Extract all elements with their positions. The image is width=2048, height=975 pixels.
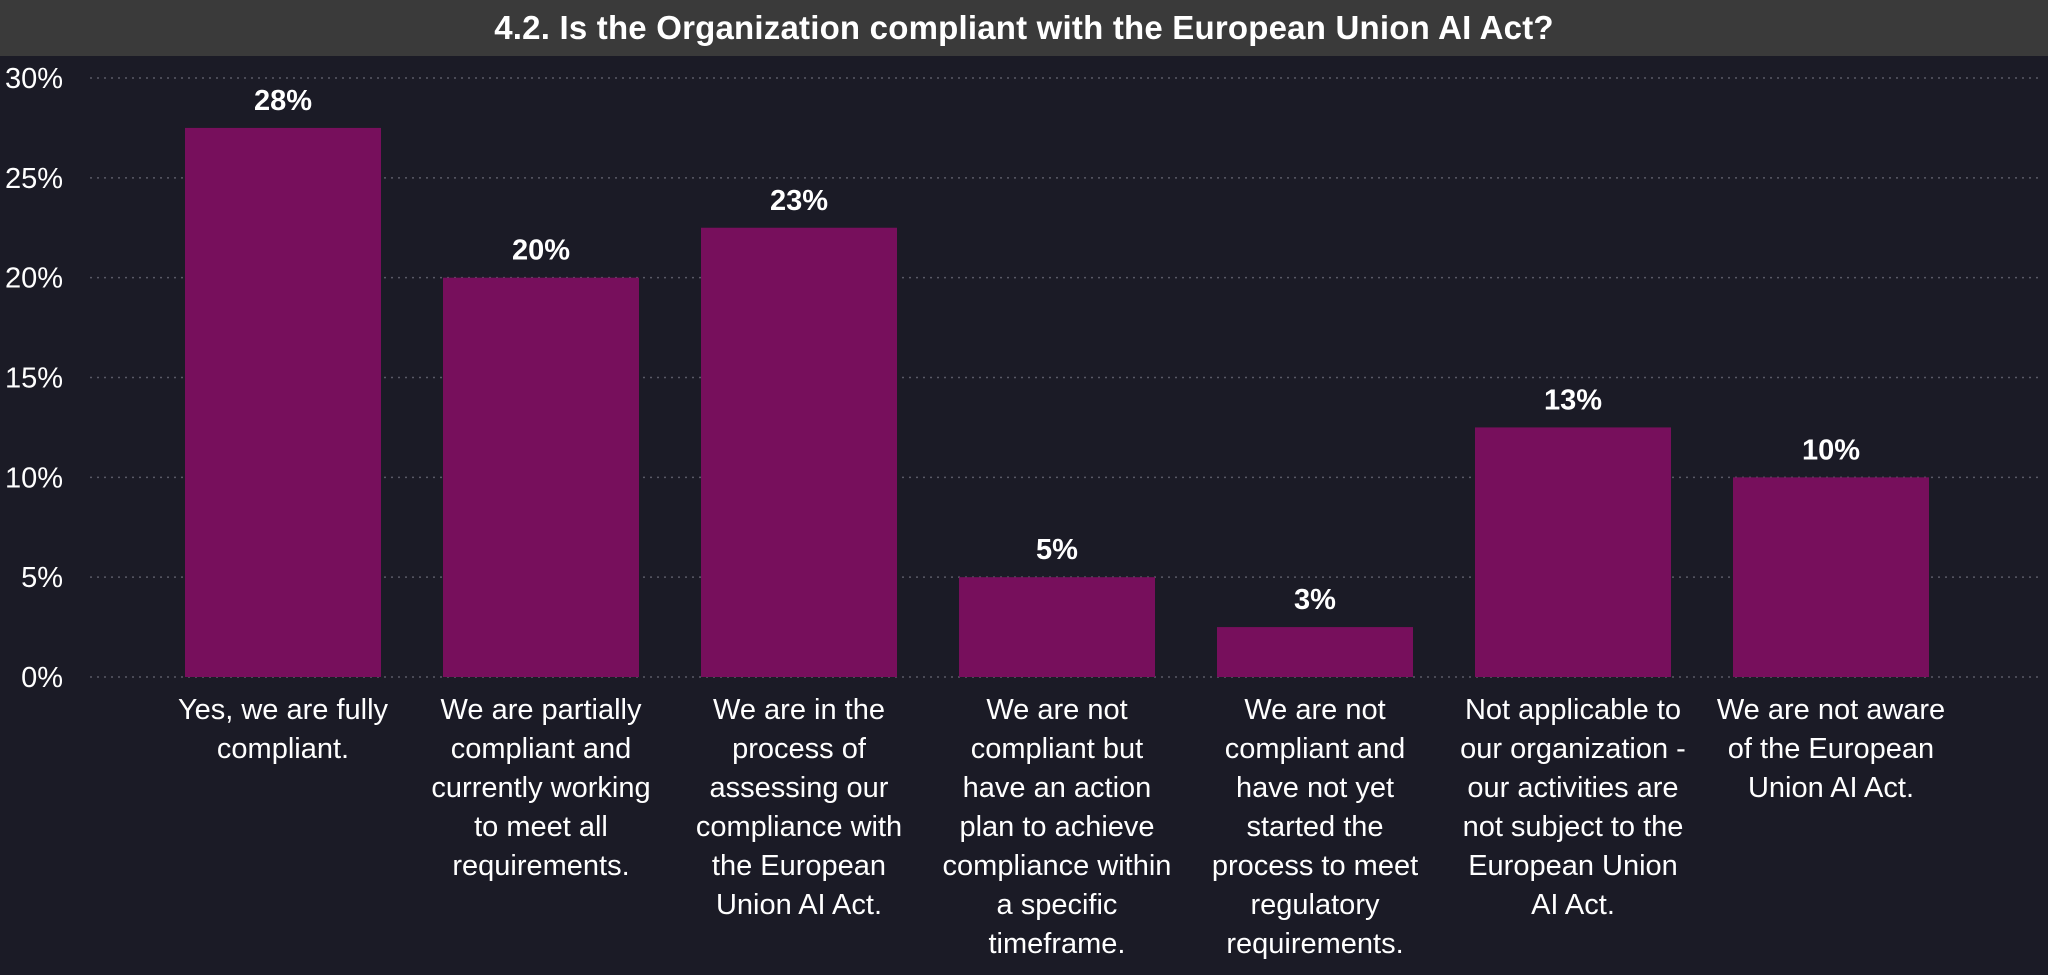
category-label: Yes, we are fully compliant. — [178, 694, 389, 765]
category-label: We are in the process of assessing our comp… — [696, 694, 902, 921]
category-label: We are not compliant but have an action pla… — [943, 694, 1172, 960]
data-label: 5% — [1036, 534, 1078, 566]
bar — [1217, 627, 1413, 677]
category-label: We are partially compliant and currently w… — [431, 694, 650, 882]
y-tick-label: 5% — [21, 562, 63, 594]
data-label: 13% — [1544, 384, 1602, 416]
y-tick-label: 20% — [5, 263, 63, 295]
bar — [959, 577, 1155, 677]
chart-title: 4.2. Is the Organization compliant with … — [494, 9, 1554, 46]
y-tick-label: 30% — [5, 63, 63, 95]
data-label: 10% — [1802, 434, 1860, 466]
data-label: 20% — [512, 235, 570, 267]
y-tick-label: 0% — [21, 662, 63, 694]
data-label: 3% — [1294, 584, 1336, 616]
data-labels: 28% 20% 23% 5% 3% 13% 10% — [254, 85, 1860, 616]
data-label: 28% — [254, 85, 312, 117]
bar — [1475, 427, 1671, 677]
category-label: We are not compliant and have not yet start… — [1212, 694, 1418, 960]
category-label: We are not aware of the European Union AI … — [1717, 694, 1945, 804]
y-tick-label: 10% — [5, 462, 63, 494]
bar — [185, 127, 381, 677]
category-labels: Yes, we are fully compliant. We are partia… — [178, 694, 1945, 960]
bar — [701, 227, 897, 677]
y-tick-label: 25% — [5, 163, 63, 195]
data-label: 23% — [770, 185, 828, 217]
category-label: Not applicable to our organization -our a… — [1460, 694, 1686, 921]
bar — [1733, 477, 1929, 677]
y-tick-label: 15% — [5, 363, 63, 395]
bar — [443, 277, 639, 677]
y-axis-ticks: 0% 5% 10% 15% 20% 25% 30% — [5, 63, 63, 694]
title-bar: 4.2. Is the Organization compliant with … — [0, 0, 2048, 56]
bars — [185, 127, 1929, 677]
